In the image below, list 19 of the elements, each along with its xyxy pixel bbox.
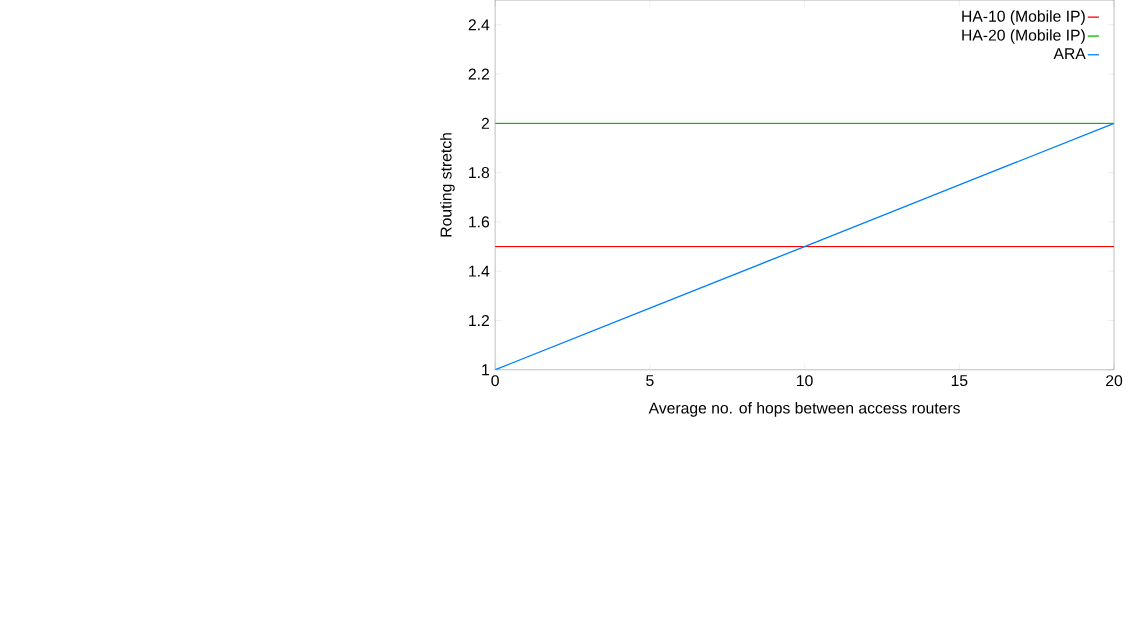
- legend-label: ARA: [1053, 48, 1086, 60]
- y-tick-label: 1.8: [469, 167, 490, 179]
- legend-label: HA-10 (Mobile IP): [962, 10, 1085, 26]
- x-tick-label: 20: [1106, 375, 1123, 387]
- x-axis-title: Average no. of hops between access routers: [648, 402, 960, 417]
- x-tick-label: 10: [797, 375, 813, 387]
- y-tick-label: 1: [482, 364, 489, 376]
- legend-label: HA-20 (Mobile IP): [962, 29, 1085, 45]
- y-tick-label: 2: [481, 118, 489, 130]
- y-tick-label: 1.6: [469, 216, 490, 228]
- y-axis-title: Routing stretch: [440, 133, 455, 237]
- y-tick-label: 2.2: [468, 68, 489, 80]
- y-tick-label: 2.4: [468, 19, 490, 31]
- y-tick-label: 1.2: [469, 315, 489, 327]
- line-series: [495, 122, 1115, 370]
- x-tick-label: 0: [491, 375, 499, 387]
- x-tick-label: 15: [951, 375, 968, 387]
- x-tick-label: 5: [646, 375, 654, 387]
- y-tick-label: 1.4: [469, 266, 490, 277]
